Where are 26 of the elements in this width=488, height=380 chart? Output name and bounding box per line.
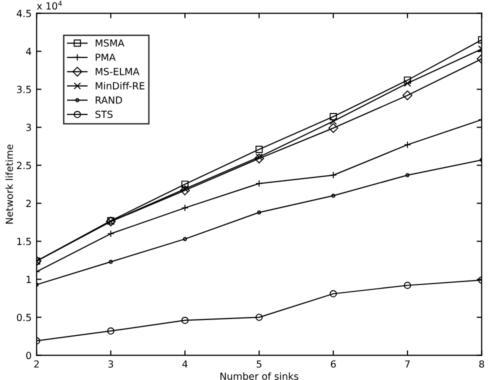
x-axis-title: Number of sinks xyxy=(220,372,298,380)
legend-label: PMA xyxy=(96,54,116,61)
y-tick-label: 0 xyxy=(26,352,32,360)
y-tick-label: 3.5 xyxy=(17,86,31,94)
y-tick-label: 1 xyxy=(26,276,31,283)
y-tick-label: 0.5 xyxy=(16,314,31,322)
y-tick-label: 2 xyxy=(26,200,31,207)
legend-label: RAND xyxy=(96,96,122,104)
y-tick-label: 4.5 xyxy=(16,10,31,18)
legend-label: MinDiff-RE xyxy=(96,82,144,90)
y-tick-label: 2.5 xyxy=(16,162,31,170)
x-tick-label: 7 xyxy=(405,360,410,368)
x-tick-label: 2 xyxy=(34,360,39,368)
y-tick-label: 4 xyxy=(26,48,32,55)
x-tick-label: 3 xyxy=(108,360,114,368)
x-tick-label: 5 xyxy=(256,360,262,368)
x-tick-label: 4 xyxy=(182,360,188,368)
x-tick-label: 8 xyxy=(479,360,484,368)
legend-label: MSMA xyxy=(96,39,124,47)
y-axis-title: Network lifetime xyxy=(5,144,14,224)
y-tick-label: 1.5 xyxy=(17,238,31,246)
text: x 10$^{4}$ xyxy=(36,0,62,10)
legend-label: STS xyxy=(95,110,113,118)
y-tick-label: 3 xyxy=(26,124,31,132)
legend-label: MS-ELMA xyxy=(96,68,140,76)
x-tick-label: 6 xyxy=(330,360,336,368)
